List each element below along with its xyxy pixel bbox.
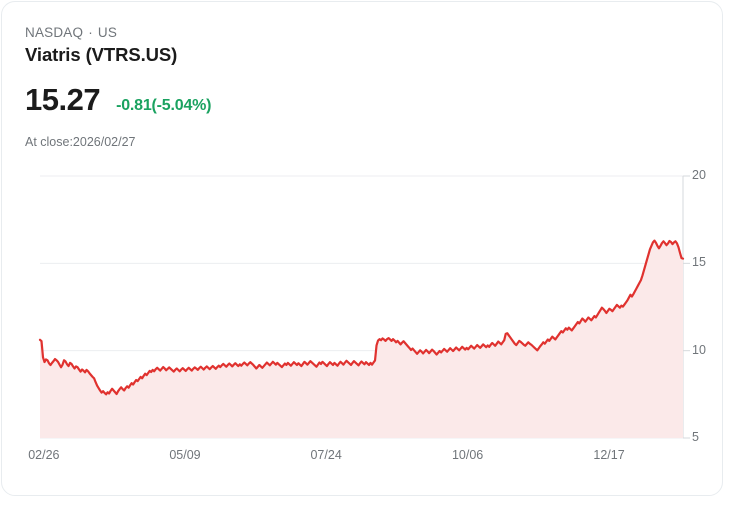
y-axis-label: 20 [692,168,706,182]
x-axis-label: 10/06 [451,448,484,462]
close-timestamp: At close:2026/02/27 [25,135,136,149]
chart-canvas [38,175,690,439]
exchange-region-row: NASDAQ · US [25,25,117,40]
exchange-label: NASDAQ [25,25,84,40]
x-axis-label: 12/17 [593,448,625,462]
company-name: Viatris (VTRS.US) [25,44,178,65]
price-row: 15.27 -0.81(-5.04%) [25,82,212,118]
x-axis-label: 07/24 [310,448,342,462]
series-area-fill [40,240,683,438]
y-axis-label: 5 [692,430,699,444]
x-axis-label: 05/09 [169,448,201,462]
price-chart[interactable]: 20 15 10 5 02/26 05/09 07/24 10/06 12/17 [0,160,736,480]
x-axis-label: 02/26 [28,448,60,462]
region-label: US [97,25,118,40]
separator-dot: · [88,25,93,40]
y-axis-label: 10 [692,342,706,357]
price-change: -0.81(-5.04%) [116,97,212,114]
y-axis-label: 15 [692,255,706,270]
series-line [38,239,685,396]
current-price: 15.27 [25,82,101,117]
